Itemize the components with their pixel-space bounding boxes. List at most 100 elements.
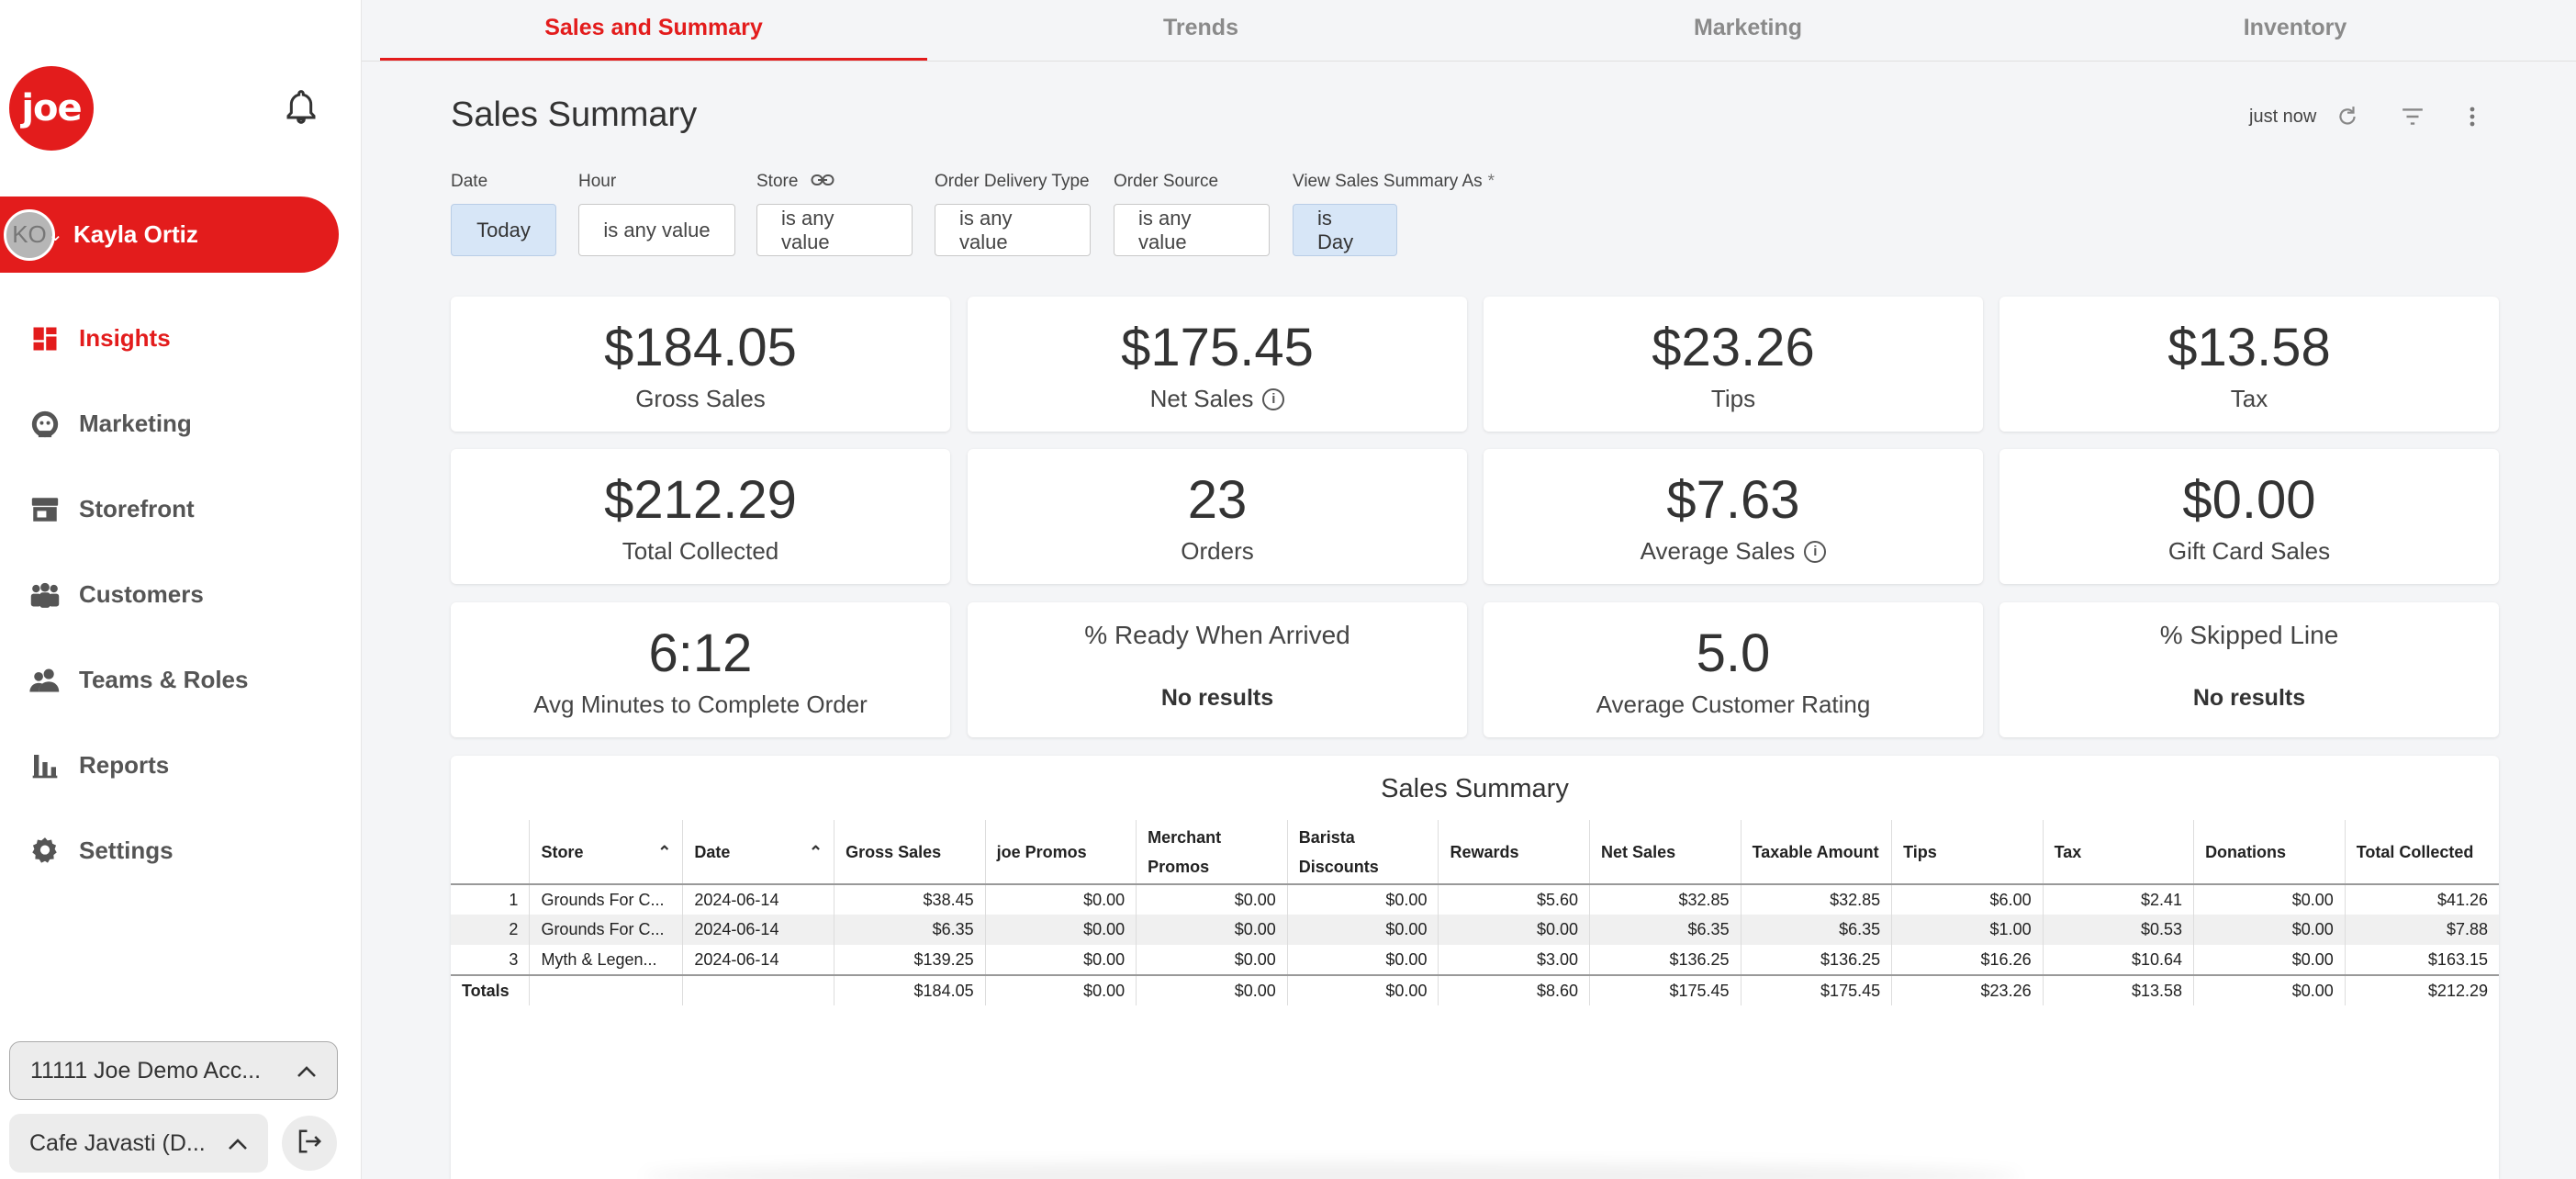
sidebar-item-marketing[interactable]: Marketing xyxy=(0,381,362,466)
filter-label: View Sales Summary As * xyxy=(1293,171,1495,193)
table-cell: $212.29 xyxy=(2344,974,2499,1005)
tab-marketing[interactable]: Marketing xyxy=(1693,15,1803,40)
filter-order-delivery-type-value[interactable]: is any value xyxy=(935,204,1091,256)
table-cell: 2024-06-14 xyxy=(682,915,834,945)
table-cell: 2 xyxy=(451,915,530,945)
logout-button[interactable] xyxy=(282,1116,337,1171)
filter-view-as-value[interactable]: is Day xyxy=(1293,204,1397,256)
filter-order-source-value[interactable]: is any value xyxy=(1114,204,1270,256)
chevron-up-icon xyxy=(297,1058,317,1084)
table-cell: Grounds For C... xyxy=(529,884,683,915)
card-label: Average Sales xyxy=(1640,537,1796,565)
table-cell: $0.00 xyxy=(984,915,1137,945)
tab-sales-and-summary[interactable]: Sales and Summary xyxy=(380,0,927,61)
info-icon[interactable]: i xyxy=(1262,387,1285,410)
chevron-down-icon: ⌄ xyxy=(48,225,63,245)
table-row[interactable]: 1 Grounds For C... 2024-06-14 $38.45 $0.00 $0… xyxy=(451,884,2499,915)
table-cell: $0.00 xyxy=(2193,974,2346,1005)
column-header-date[interactable]: Date ⌃ xyxy=(682,820,834,885)
bar-chart-icon xyxy=(28,748,62,783)
table-cell: $0.53 xyxy=(2042,915,2194,945)
tab-inventory[interactable]: Inventory xyxy=(2243,15,2347,40)
table-cell: $0.00 xyxy=(1286,974,1439,1005)
table-cell xyxy=(682,974,834,1005)
card-label: Tax xyxy=(2230,385,2268,412)
sort-ascending-icon[interactable]: ⌃ xyxy=(808,842,823,861)
sort-ascending-icon[interactable]: ⌃ xyxy=(657,842,672,861)
table-cell: $0.00 xyxy=(1286,884,1439,915)
sidebar-nav: Insights Marketing Storefront Customers … xyxy=(0,296,362,893)
user-name: Kayla Ortiz xyxy=(73,220,198,248)
sidebar-item-insights[interactable]: Insights xyxy=(0,296,362,381)
sidebar-item-label: Teams & Roles xyxy=(79,666,249,693)
table-cell: $8.60 xyxy=(1438,974,1590,1005)
required-marker: * xyxy=(1487,172,1495,191)
column-header[interactable]: Merchant Promos xyxy=(1136,820,1288,885)
table-cell: $13.58 xyxy=(2042,974,2194,1005)
table-title: Sales Summary xyxy=(1381,774,1569,803)
sidebar-item-label: Storefront xyxy=(79,495,195,522)
filter-store-value[interactable]: is any value xyxy=(756,204,913,256)
card-value: 5.0 xyxy=(1696,623,1771,683)
filter-hour-value[interactable]: is any value xyxy=(578,204,735,256)
column-header[interactable]: Rewards xyxy=(1438,820,1590,885)
table-cell: $6.35 xyxy=(834,915,986,945)
sidebar-item-reports[interactable]: Reports xyxy=(0,723,362,808)
card-ready-when-arrived: % Ready When Arrived No results xyxy=(968,602,1467,737)
info-icon[interactable]: i xyxy=(1804,540,1827,563)
column-header-store[interactable]: Store ⌃ xyxy=(529,820,683,885)
column-header[interactable]: Barista Discounts xyxy=(1286,820,1439,885)
column-header[interactable]: Gross Sales xyxy=(834,820,986,885)
card-orders: 23 Orders xyxy=(968,449,1467,584)
tab-trends[interactable]: Trends xyxy=(1163,15,1238,40)
last-updated: just now xyxy=(2249,107,2317,127)
card-value: 6:12 xyxy=(648,623,753,683)
refresh-icon[interactable] xyxy=(2334,103,2361,130)
table-row[interactable]: 3 Myth & Legen... 2024-06-14 $139.25 $0.00 $0… xyxy=(451,945,2499,975)
column-header[interactable]: Total Collected xyxy=(2344,820,2499,885)
table-cell: $6.35 xyxy=(1589,915,1742,945)
sidebar-item-storefront[interactable]: Storefront xyxy=(0,466,362,552)
table-cell: $5.60 xyxy=(1438,884,1590,915)
sidebar: joe KO ⌄ Kayla Ortiz Insights Marketing … xyxy=(0,0,362,1179)
bell-icon[interactable] xyxy=(283,88,319,129)
table-row[interactable]: 2 Grounds For C... 2024-06-14 $6.35 $0.00 $0.… xyxy=(451,915,2499,945)
column-header[interactable]: Donations xyxy=(2193,820,2346,885)
table-cell: Totals xyxy=(451,974,530,1005)
sidebar-item-settings[interactable]: Settings xyxy=(0,808,362,893)
column-header[interactable]: Net Sales xyxy=(1589,820,1742,885)
card-value: $212.29 xyxy=(604,470,797,530)
sidebar-item-label: Marketing xyxy=(79,410,192,437)
user-menu[interactable]: KO ⌄ Kayla Ortiz xyxy=(0,196,339,273)
filter-date-value[interactable]: Today xyxy=(451,204,556,256)
table-cell: $0.00 xyxy=(1136,945,1288,975)
table-cell: $0.00 xyxy=(2193,945,2346,975)
table-cell xyxy=(529,974,683,1005)
link-icon xyxy=(811,172,834,192)
column-header[interactable]: joe Promos xyxy=(984,820,1137,885)
column-header[interactable]: Tips xyxy=(1891,820,2044,885)
card-gift-card-sales: $0.00 Gift Card Sales xyxy=(1999,449,2499,584)
filter-view-as: View Sales Summary As * is Day xyxy=(1293,171,1495,256)
table-cell: $0.00 xyxy=(1136,974,1288,1005)
table-header-row: Store ⌃ Date ⌃ Gross Sales joe Promos Merc… xyxy=(451,820,2499,885)
table-cell: $2.41 xyxy=(2042,884,2194,915)
card-label: Gift Card Sales xyxy=(2167,537,2331,565)
table-cell: $6.00 xyxy=(1891,884,2044,915)
column-header[interactable]: Tax xyxy=(2042,820,2194,885)
account-selector[interactable]: 11111 Joe Demo Acc... xyxy=(9,1041,338,1100)
chevron-up-icon xyxy=(228,1130,248,1157)
table-cell: 3 xyxy=(509,949,519,969)
store-selector[interactable]: Cafe Javasti (D... xyxy=(9,1114,268,1173)
more-vertical-icon[interactable] xyxy=(2458,103,2486,130)
table-cell: $10.64 xyxy=(2042,945,2194,975)
sidebar-item-teams-roles[interactable]: Teams & Roles xyxy=(0,637,362,723)
divider xyxy=(362,61,2576,62)
card-value: $13.58 xyxy=(2167,318,2331,377)
marketing-icon xyxy=(28,407,62,442)
sidebar-item-label: Insights xyxy=(79,324,171,352)
joe-logo[interactable]: joe xyxy=(9,66,94,151)
filter-icon[interactable] xyxy=(2399,103,2426,130)
sidebar-item-customers[interactable]: Customers xyxy=(0,552,362,637)
column-header[interactable]: Taxable Amount xyxy=(1740,820,1892,885)
